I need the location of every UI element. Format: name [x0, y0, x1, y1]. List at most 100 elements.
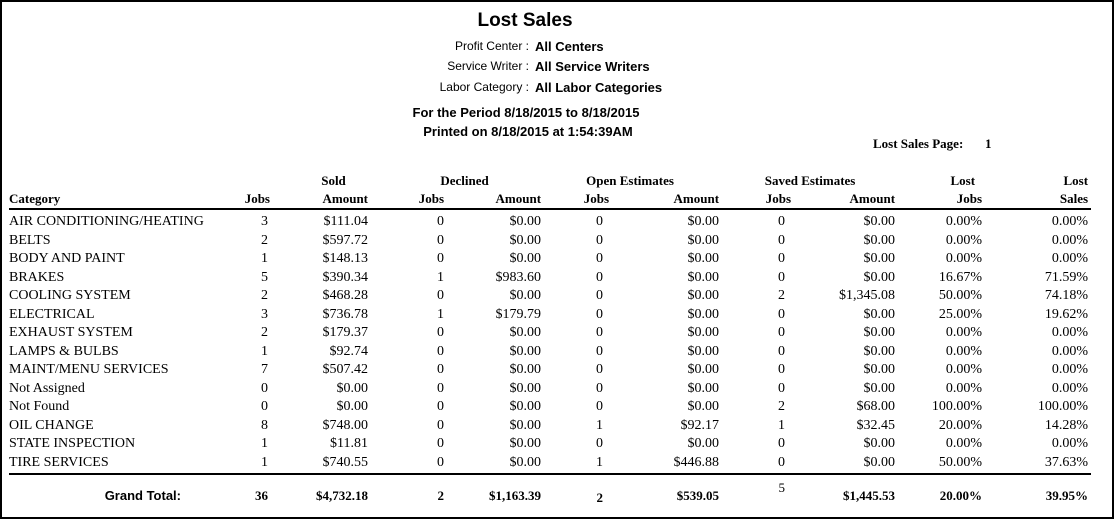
cell-lost-jobs: 0.00% [945, 232, 983, 248]
cell-declined-jobs: 0 [437, 251, 445, 267]
group-header-row: Sold Declined Open Estimates Saved Estim… [9, 172, 1091, 190]
table-row: TIRE SERVICES 1 $740.55 0 $0.00 1 $446.8… [9, 453, 1092, 475]
cell-declined-jobs: 0 [437, 288, 445, 304]
table-row: STATE INSPECTION 1 $11.81 0 $0.00 0 $0.0… [9, 435, 1091, 454]
table-row: MAINT/MENU SERVICES 7 $507.42 0 $0.00 0 … [9, 361, 1091, 380]
cell-declined-amount: $0.00 [509, 417, 542, 433]
cell-declined-jobs: 0 [437, 362, 445, 378]
cell-saved-jobs: 0 [778, 232, 786, 248]
cell-lost-sales: 0.00% [1051, 232, 1089, 248]
cell-lost-jobs: 0.00% [945, 214, 983, 230]
cell-lost-jobs: 50.00% [901, 453, 1000, 475]
cell-sold-amount: $179.37 [322, 325, 369, 341]
total-open-amount: $539.05 [676, 487, 720, 503]
cell-category: MAINT/MENU SERVICES [9, 362, 169, 378]
filter-profit-center: Profit Center : All Centers [0, 39, 1114, 59]
cell-saved-amount: $0.00 [863, 251, 896, 267]
table-row: BODY AND PAINT 1 $148.13 0 $0.00 0 $0.00… [9, 250, 1091, 269]
col-header-open-jobs: Jobs [541, 190, 622, 210]
total-declined-jobs: 2 [437, 487, 445, 503]
cell-lost-sales: 0.00% [1051, 214, 1089, 230]
cell-sold-amount: $507.42 [322, 362, 369, 378]
cell-open-amount: $92.17 [680, 417, 720, 433]
cell-open-amount: $0.00 [687, 343, 720, 359]
cell-sold-jobs: 1 [261, 343, 268, 359]
cell-sold-jobs: 1 [261, 251, 268, 267]
cell-category: STATE INSPECTION [9, 436, 136, 452]
cell-sold-jobs: 2 [261, 232, 268, 248]
cell-lost-jobs: 0.00% [945, 325, 983, 341]
cell-open-jobs: 1 [541, 453, 622, 475]
cell-declined-amount: $0.00 [509, 362, 542, 378]
col-header-saved-amount: Amount [801, 190, 902, 210]
cell-category: BODY AND PAINT [9, 251, 125, 267]
cell-saved-jobs: 2 [778, 399, 786, 415]
cell-open-jobs: 0 [596, 232, 604, 248]
cell-category: BELTS [9, 232, 51, 248]
group-header-declined: Declined [440, 173, 489, 188]
cell-saved-jobs: 0 [778, 269, 786, 285]
total-sold-jobs: 36 [255, 487, 268, 503]
cell-open-amount: $0.00 [687, 325, 720, 341]
lost-sales-table: Sold Declined Open Estimates Saved Estim… [9, 172, 1092, 513]
cell-declined-amount: $0.00 [509, 380, 542, 396]
cell-sold-amount: $111.04 [323, 214, 369, 230]
total-lost-sales: 39.95% [1045, 487, 1089, 503]
cell-category: Not Found [9, 399, 70, 415]
cell-saved-amount: $32.45 [856, 417, 896, 433]
cell-sold-jobs: 7 [261, 362, 268, 378]
cell-sold-amount: $740.55 [270, 453, 369, 475]
total-declined-amount: $1,163.39 [489, 487, 542, 503]
filter-label: Labor Category : [439, 80, 529, 94]
cell-saved-amount: $0.00 [863, 269, 896, 285]
table-row: BRAKES 5 $390.34 1 $983.60 0 $0.00 0 $0.… [9, 269, 1091, 288]
cell-declined-jobs: 0 [437, 380, 445, 396]
total-sold-amount: $4,732.18 [316, 487, 369, 503]
cell-sold-jobs: 3 [261, 214, 268, 230]
group-header-saved-estimates: Saved Estimates [764, 173, 856, 188]
cell-sold-amount: $390.34 [322, 269, 369, 285]
cell-saved-jobs: 0 [778, 325, 786, 341]
cell-lost-sales: 14.28% [1044, 417, 1089, 433]
cell-lost-sales: 0.00% [1051, 251, 1089, 267]
cell-open-amount: $0.00 [687, 232, 720, 248]
cell-open-jobs: 0 [596, 306, 604, 322]
cell-sold-amount: $0.00 [336, 380, 369, 396]
cell-declined-jobs: 0 [437, 232, 445, 248]
total-open-jobs: 2 [596, 490, 604, 505]
cell-lost-jobs: 0.00% [945, 380, 983, 396]
col-header-lost-jobs: Jobs [901, 190, 1000, 210]
cell-saved-amount: $0.00 [863, 232, 896, 248]
cell-open-jobs: 0 [596, 362, 604, 378]
cell-sold-amount: $748.00 [322, 417, 369, 433]
cell-open-amount: $0.00 [687, 214, 720, 230]
cell-saved-amount: $0.00 [863, 325, 896, 341]
cell-sold-amount: $736.78 [322, 306, 369, 322]
cell-open-jobs: 0 [596, 380, 604, 396]
cell-saved-jobs: 0 [778, 251, 786, 267]
cell-saved-amount: $0.00 [863, 343, 896, 359]
cell-saved-amount: $0.00 [863, 362, 896, 378]
table-row: OIL CHANGE 8 $748.00 0 $0.00 1 $92.17 1 … [9, 417, 1091, 436]
cell-open-jobs: 0 [596, 251, 604, 267]
cell-open-jobs: 0 [596, 269, 604, 285]
table-row: COOLING SYSTEM 2 $468.28 0 $0.00 0 $0.00… [9, 287, 1091, 306]
cell-sold-jobs: 2 [261, 325, 268, 341]
cell-declined-amount: $0.00 [509, 214, 542, 230]
cell-saved-amount: $0.00 [863, 380, 896, 396]
cell-lost-jobs: 100.00% [931, 399, 983, 415]
cell-declined-jobs: 0 [368, 453, 445, 475]
cell-category: OIL CHANGE [9, 417, 94, 433]
cell-saved-jobs: 0 [778, 362, 786, 378]
cell-sold-jobs: 0 [261, 399, 268, 415]
col-header-lost-sales: Sales [999, 190, 1092, 210]
page-label: Lost Sales Page: [873, 136, 964, 151]
cell-category: COOLING SYSTEM [9, 288, 131, 304]
report-title: Lost Sales [477, 10, 573, 31]
cell-declined-amount: $0.00 [509, 343, 542, 359]
cell-lost-jobs: 16.67% [938, 269, 983, 285]
cell-lost-sales: 0.00% [1051, 343, 1089, 359]
cell-lost-jobs: 20.00% [938, 417, 983, 433]
cell-category: TIRE SERVICES [9, 453, 239, 475]
